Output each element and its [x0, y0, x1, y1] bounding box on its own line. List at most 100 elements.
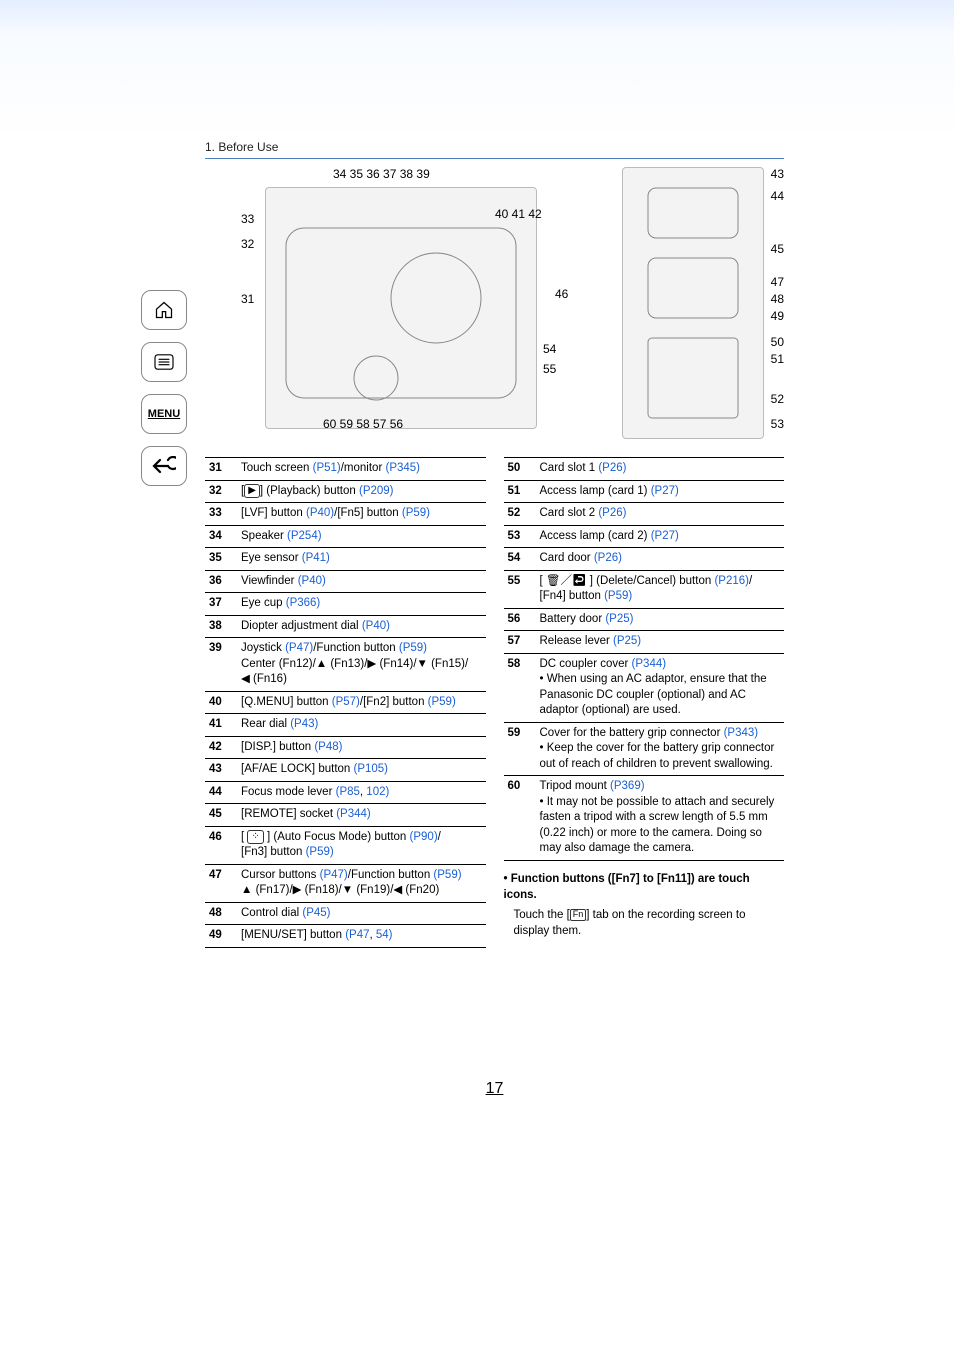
page-ref-link[interactable]: (P59): [402, 507, 430, 519]
callout-54: 54: [543, 342, 556, 356]
nav-back-button[interactable]: [141, 446, 187, 486]
page-ref-link[interactable]: (P344): [632, 658, 667, 670]
page-ref-link[interactable]: (P209): [359, 485, 394, 497]
item-desc: [MENU/SET] button (P47, 54): [237, 925, 486, 948]
item-number: 51: [504, 480, 536, 503]
page-ref-link[interactable]: (P25): [605, 613, 633, 625]
callout-top-row: 34 35 36 37 38 39: [333, 167, 430, 181]
item-desc: Eye cup (P366): [237, 593, 486, 616]
nav-toc-button[interactable]: [141, 342, 187, 382]
table-row: 48Control dial (P45): [205, 902, 486, 925]
table-row: 35Eye sensor (P41): [205, 548, 486, 571]
item-desc: Control dial (P45): [237, 902, 486, 925]
table-row: 57Release lever (P25): [504, 631, 785, 654]
callout-44: 44: [771, 189, 784, 203]
item-desc: Access lamp (card 2) (P27): [536, 525, 785, 548]
item-desc: Release lever (P25): [536, 631, 785, 654]
page-ref-link[interactable]: (P343): [724, 727, 759, 739]
item-desc: [ 🗑／↩ ] (Delete/Cancel) button (P216)/[F…: [536, 570, 785, 608]
item-number: 41: [205, 714, 237, 737]
callout-55: 55: [543, 362, 556, 376]
page-ref-link[interactable]: (P48): [314, 741, 342, 753]
page-ref-link[interactable]: (P47: [345, 929, 369, 941]
page-ref-link[interactable]: (P47): [285, 642, 313, 654]
page-ref-link[interactable]: (P59): [306, 846, 334, 858]
page-ref-link[interactable]: (P43): [290, 718, 318, 730]
page-ref-link[interactable]: (P105): [354, 763, 389, 775]
page-ref-link[interactable]: (P59): [428, 696, 456, 708]
table-row: 49[MENU/SET] button (P47, 54): [205, 925, 486, 948]
page-ref-link[interactable]: (P40): [298, 575, 326, 587]
item-number: 53: [504, 525, 536, 548]
page-ref-link[interactable]: (P59): [399, 642, 427, 654]
item-number: 34: [205, 525, 237, 548]
item-desc: [DISP.] button (P48): [237, 736, 486, 759]
item-number: 31: [205, 458, 237, 481]
table-row: 46[ ⁘ ] (Auto Focus Mode) button (P90)/[…: [205, 826, 486, 864]
page-ref-link[interactable]: (P366): [286, 597, 321, 609]
page-ref-link[interactable]: (P51): [313, 462, 341, 474]
page-ref-link[interactable]: (P47): [320, 869, 348, 881]
page-ref-link[interactable]: (P344): [336, 808, 371, 820]
footer-notes: • Function buttons ([Fn7] to [Fn11]) are…: [504, 871, 785, 939]
item-number: 52: [504, 503, 536, 526]
item-desc: DC coupler cover (P344)• When using an A…: [536, 653, 785, 722]
table-row: 36Viewfinder (P40): [205, 570, 486, 593]
page-ref-link[interactable]: (P59): [433, 869, 461, 881]
item-number: 39: [205, 638, 237, 692]
callout-31: 31: [241, 292, 254, 306]
item-desc: [LVF] button (P40)/[Fn5] button (P59): [237, 503, 486, 526]
page-ref-link[interactable]: (P254): [287, 530, 322, 542]
item-number: 32: [205, 480, 237, 503]
table-row: 54Card door (P26): [504, 548, 785, 571]
page-ref-link[interactable]: 102): [366, 786, 389, 798]
callout-52: 52: [771, 392, 784, 406]
item-number: 48: [205, 902, 237, 925]
nav-home-button[interactable]: [141, 290, 187, 330]
item-number: 38: [205, 615, 237, 638]
page-ref-link[interactable]: (P369): [610, 780, 645, 792]
page-ref-link[interactable]: 54): [376, 929, 393, 941]
page-ref-link[interactable]: (P40): [306, 507, 334, 519]
page-ref-link[interactable]: (P26): [598, 462, 626, 474]
page-ref-link[interactable]: (P345): [385, 462, 420, 474]
page-ref-link[interactable]: (P40): [362, 620, 390, 632]
page-ref-link[interactable]: (P90): [410, 831, 438, 843]
page-ref-link[interactable]: (P26): [594, 552, 622, 564]
page-ref-link[interactable]: (P85: [336, 786, 360, 798]
home-icon: [153, 300, 175, 320]
callout-bottom-row-a: 60 59 58 57 56: [323, 417, 403, 431]
camera-back-illustration: [265, 187, 537, 429]
page-ref-link[interactable]: (P27): [651, 530, 679, 542]
page-ref-link[interactable]: (P27): [651, 485, 679, 497]
table-row: 40[Q.MENU] button (P57)/[Fn2] button (P5…: [205, 691, 486, 714]
item-desc: Cover for the battery grip connector (P3…: [536, 722, 785, 776]
callout-32: 32: [241, 237, 254, 251]
item-number: 36: [205, 570, 237, 593]
section-title: 1. Before Use: [205, 140, 278, 154]
table-row: 37Eye cup (P366): [205, 593, 486, 616]
menu-label: MENU: [148, 408, 180, 420]
page-ref-link[interactable]: (P26): [598, 507, 626, 519]
page-ref-link[interactable]: (P45): [302, 907, 330, 919]
item-number: 58: [504, 653, 536, 722]
page-ref-link[interactable]: (P25): [613, 635, 641, 647]
item-desc: Joystick (P47)/Function button (P59)Cent…: [237, 638, 486, 692]
page-ref-link[interactable]: (P59): [604, 590, 632, 602]
page-ref-link[interactable]: (P216): [714, 575, 749, 587]
item-desc: [REMOTE] socket (P344): [237, 804, 486, 827]
callout-50: 50: [771, 335, 784, 349]
callout-48: 48: [771, 292, 784, 306]
table-row: 44Focus mode lever (P85, 102): [205, 781, 486, 804]
item-number: 47: [205, 864, 237, 902]
parts-table-left: 31Touch screen (P51)/monitor (P345)32[▶]…: [205, 457, 486, 948]
page-ref-link[interactable]: (P41): [302, 552, 330, 564]
nav-menu-button[interactable]: MENU: [141, 394, 187, 434]
page-ref-link[interactable]: (P57): [332, 696, 360, 708]
table-row: 31Touch screen (P51)/monitor (P345): [205, 458, 486, 481]
item-number: 57: [504, 631, 536, 654]
table-row: 38Diopter adjustment dial (P40): [205, 615, 486, 638]
item-desc: Diopter adjustment dial (P40): [237, 615, 486, 638]
item-desc: Tripod mount (P369)• It may not be possi…: [536, 776, 785, 861]
item-number: 60: [504, 776, 536, 861]
